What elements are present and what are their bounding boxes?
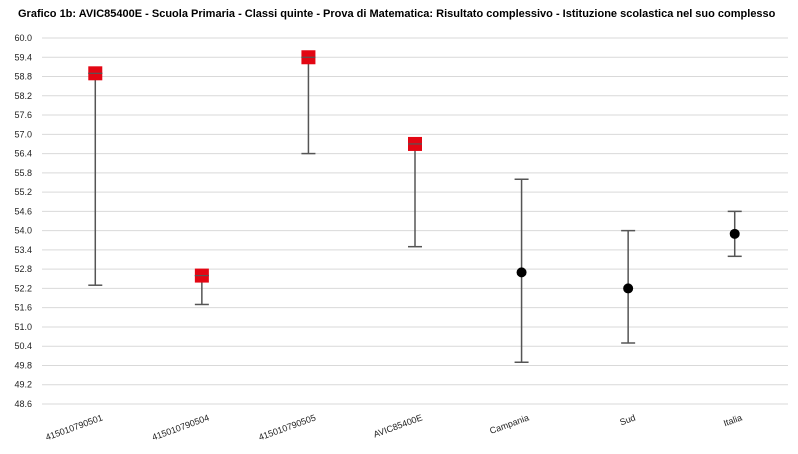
data-point-circle: [623, 283, 634, 294]
y-tick-label: 51.6: [14, 303, 32, 313]
x-tick-label: 415010790504: [151, 412, 211, 442]
x-tick-label: Campania: [488, 412, 530, 435]
y-tick-label: 55.2: [14, 187, 32, 197]
y-tick-label: 55.8: [14, 168, 32, 178]
y-tick-label: 58.8: [14, 72, 32, 82]
x-tick-label: Italia: [722, 412, 743, 428]
x-tick-label: Sud: [618, 412, 636, 427]
y-tick-label: 54.6: [14, 206, 32, 216]
y-tick-label: 54.0: [14, 226, 32, 236]
y-tick-label: 52.8: [14, 264, 32, 274]
y-tick-label: 53.4: [14, 245, 32, 255]
y-tick-label: 48.6: [14, 399, 32, 409]
x-tick-label: 415010790505: [257, 412, 317, 442]
y-tick-label: 52.2: [14, 283, 32, 293]
y-tick-label: 59.4: [14, 52, 32, 62]
y-tick-label: 51.0: [14, 322, 32, 332]
data-point-circle: [729, 228, 740, 239]
error-bars: [88, 56, 742, 364]
y-tick-label: 56.4: [14, 149, 32, 159]
y-tick-label: 58.2: [14, 91, 32, 101]
y-tick-label: 57.6: [14, 110, 32, 120]
y-tick-label: 49.2: [14, 380, 32, 390]
data-points: [88, 50, 740, 294]
data-point-circle: [516, 267, 527, 278]
y-tick-label: 60.0: [14, 33, 32, 43]
y-tick-labels: 60.0 59.4 58.8 58.2 57.6 57.0 56.4 55.8 55.2 54.6…: [14, 33, 32, 409]
y-tick-label: 49.8: [14, 360, 32, 370]
chart-title: Grafico 1b: AVIC85400E - Scuola Primaria…: [18, 8, 776, 20]
x-tick-label: AVIC85400E: [372, 412, 424, 439]
x-tick-labels: 415010790501 415010790504 415010790505 AVIC…: [44, 412, 743, 442]
y-tick-label: 50.4: [14, 341, 32, 351]
x-tick-label: 415010790501: [44, 412, 104, 442]
y-tick-label: 57.0: [14, 129, 32, 139]
